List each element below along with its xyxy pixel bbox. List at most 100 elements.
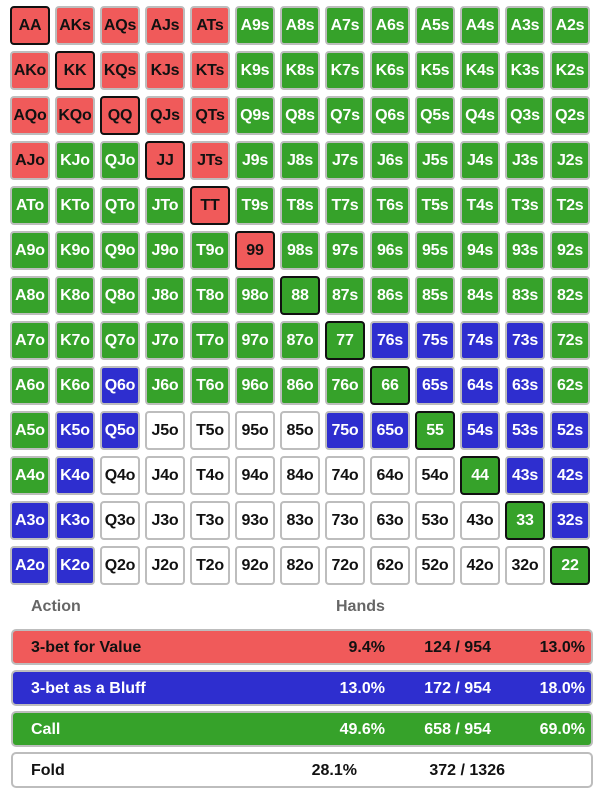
offsuit-hand-cell[interactable]: T6o (190, 366, 230, 405)
offsuit-hand-cell[interactable]: K9o (55, 231, 95, 270)
suited-hand-cell[interactable]: A2s (550, 6, 590, 45)
offsuit-hand-cell[interactable]: J7o (145, 321, 185, 360)
offsuit-hand-cell[interactable]: 42o (460, 546, 500, 585)
suited-hand-cell[interactable]: T2s (550, 186, 590, 225)
legend-row-fold[interactable]: Fold 28.1% 372 / 1326 (11, 752, 593, 788)
legend-row-call[interactable]: Call 49.6% 658 / 954 69.0% (11, 711, 593, 747)
offsuit-hand-cell[interactable]: J6o (145, 366, 185, 405)
offsuit-hand-cell[interactable]: KTo (55, 186, 95, 225)
offsuit-hand-cell[interactable]: Q6o (100, 366, 140, 405)
offsuit-hand-cell[interactable]: A8o (10, 276, 50, 315)
offsuit-hand-cell[interactable]: A6o (10, 366, 50, 405)
offsuit-hand-cell[interactable]: 98o (235, 276, 275, 315)
suited-hand-cell[interactable]: J3s (505, 141, 545, 180)
suited-hand-cell[interactable]: 93s (505, 231, 545, 270)
suited-hand-cell[interactable]: KJs (145, 51, 185, 90)
pair-cell[interactable]: 66 (370, 366, 410, 405)
offsuit-hand-cell[interactable]: K8o (55, 276, 95, 315)
offsuit-hand-cell[interactable]: AQo (10, 96, 50, 135)
offsuit-hand-cell[interactable]: Q8o (100, 276, 140, 315)
suited-hand-cell[interactable]: AJs (145, 6, 185, 45)
offsuit-hand-cell[interactable]: J3o (145, 501, 185, 540)
suited-hand-cell[interactable]: T8s (280, 186, 320, 225)
offsuit-hand-cell[interactable]: Q2o (100, 546, 140, 585)
suited-hand-cell[interactable]: AQs (100, 6, 140, 45)
suited-hand-cell[interactable]: 75s (415, 321, 455, 360)
suited-hand-cell[interactable]: 65s (415, 366, 455, 405)
offsuit-hand-cell[interactable]: J5o (145, 411, 185, 450)
offsuit-hand-cell[interactable]: A3o (10, 501, 50, 540)
offsuit-hand-cell[interactable]: Q5o (100, 411, 140, 450)
suited-hand-cell[interactable]: K6s (370, 51, 410, 90)
suited-hand-cell[interactable]: K4s (460, 51, 500, 90)
suited-hand-cell[interactable]: Q9s (235, 96, 275, 135)
suited-hand-cell[interactable]: 42s (550, 456, 590, 495)
offsuit-hand-cell[interactable]: 93o (235, 501, 275, 540)
suited-hand-cell[interactable]: 32s (550, 501, 590, 540)
offsuit-hand-cell[interactable]: J4o (145, 456, 185, 495)
suited-hand-cell[interactable]: Q4s (460, 96, 500, 135)
offsuit-hand-cell[interactable]: 92o (235, 546, 275, 585)
pair-cell[interactable]: 22 (550, 546, 590, 585)
offsuit-hand-cell[interactable]: A4o (10, 456, 50, 495)
offsuit-hand-cell[interactable]: 53o (415, 501, 455, 540)
suited-hand-cell[interactable]: J7s (325, 141, 365, 180)
offsuit-hand-cell[interactable]: A7o (10, 321, 50, 360)
offsuit-hand-cell[interactable]: K4o (55, 456, 95, 495)
suited-hand-cell[interactable]: ATs (190, 6, 230, 45)
suited-hand-cell[interactable]: 52s (550, 411, 590, 450)
suited-hand-cell[interactable]: 53s (505, 411, 545, 450)
suited-hand-cell[interactable]: T7s (325, 186, 365, 225)
pair-cell[interactable]: QQ (100, 96, 140, 135)
suited-hand-cell[interactable]: Q5s (415, 96, 455, 135)
suited-hand-cell[interactable]: 76s (370, 321, 410, 360)
suited-hand-cell[interactable]: K7s (325, 51, 365, 90)
offsuit-hand-cell[interactable]: K2o (55, 546, 95, 585)
suited-hand-cell[interactable]: 86s (370, 276, 410, 315)
offsuit-hand-cell[interactable]: 94o (235, 456, 275, 495)
offsuit-hand-cell[interactable]: T2o (190, 546, 230, 585)
suited-hand-cell[interactable]: 92s (550, 231, 590, 270)
pair-cell[interactable]: AA (10, 6, 50, 45)
pair-cell[interactable]: JJ (145, 141, 185, 180)
offsuit-hand-cell[interactable]: 86o (280, 366, 320, 405)
offsuit-hand-cell[interactable]: K7o (55, 321, 95, 360)
suited-hand-cell[interactable]: 64s (460, 366, 500, 405)
offsuit-hand-cell[interactable]: J2o (145, 546, 185, 585)
offsuit-hand-cell[interactable]: 32o (505, 546, 545, 585)
offsuit-hand-cell[interactable]: A2o (10, 546, 50, 585)
offsuit-hand-cell[interactable]: Q3o (100, 501, 140, 540)
offsuit-hand-cell[interactable]: 63o (370, 501, 410, 540)
offsuit-hand-cell[interactable]: K3o (55, 501, 95, 540)
suited-hand-cell[interactable]: 62s (550, 366, 590, 405)
offsuit-hand-cell[interactable]: Q4o (100, 456, 140, 495)
offsuit-hand-cell[interactable]: 85o (280, 411, 320, 450)
offsuit-hand-cell[interactable]: 72o (325, 546, 365, 585)
suited-hand-cell[interactable]: A4s (460, 6, 500, 45)
suited-hand-cell[interactable]: A3s (505, 6, 545, 45)
offsuit-hand-cell[interactable]: 73o (325, 501, 365, 540)
suited-hand-cell[interactable]: A7s (325, 6, 365, 45)
offsuit-hand-cell[interactable]: A9o (10, 231, 50, 270)
pair-cell[interactable]: 33 (505, 501, 545, 540)
suited-hand-cell[interactable]: J6s (370, 141, 410, 180)
offsuit-hand-cell[interactable]: 43o (460, 501, 500, 540)
offsuit-hand-cell[interactable]: 62o (370, 546, 410, 585)
offsuit-hand-cell[interactable]: 95o (235, 411, 275, 450)
offsuit-hand-cell[interactable]: 75o (325, 411, 365, 450)
suited-hand-cell[interactable]: 72s (550, 321, 590, 360)
offsuit-hand-cell[interactable]: T8o (190, 276, 230, 315)
offsuit-hand-cell[interactable]: 76o (325, 366, 365, 405)
suited-hand-cell[interactable]: A6s (370, 6, 410, 45)
suited-hand-cell[interactable]: K8s (280, 51, 320, 90)
suited-hand-cell[interactable]: 98s (280, 231, 320, 270)
legend-row-3bet-bluff[interactable]: 3-bet as a Bluff 13.0% 172 / 954 18.0% (11, 670, 593, 706)
offsuit-hand-cell[interactable]: AJo (10, 141, 50, 180)
suited-hand-cell[interactable]: T4s (460, 186, 500, 225)
offsuit-hand-cell[interactable]: QTo (100, 186, 140, 225)
suited-hand-cell[interactable]: KTs (190, 51, 230, 90)
suited-hand-cell[interactable]: Q6s (370, 96, 410, 135)
offsuit-hand-cell[interactable]: 74o (325, 456, 365, 495)
legend-row-3bet-value[interactable]: 3-bet for Value 9.4% 124 / 954 13.0% (11, 629, 593, 665)
suited-hand-cell[interactable]: A8s (280, 6, 320, 45)
